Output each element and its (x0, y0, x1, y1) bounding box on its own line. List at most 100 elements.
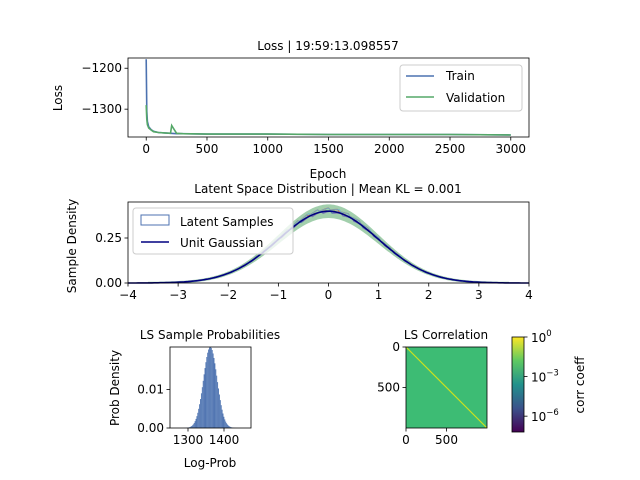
log-prob-bar (206, 356, 208, 428)
colorbar-label: corr coeff (573, 356, 587, 414)
log-prob-bar (198, 408, 200, 428)
log-prob-bar (207, 352, 209, 428)
log-prob-bar (195, 418, 197, 428)
log-prob-bar (209, 347, 210, 428)
corr-xtick-500-label: 500 (435, 433, 458, 447)
log-prob-bar (199, 404, 201, 428)
colorbar-tick-label: 10−3 (531, 369, 559, 385)
ls-sample-probabilities-chart: LS Sample Probabilities 1300 1400 0.00 0.01… (108, 328, 280, 470)
legend-latent-samples-swatch (140, 214, 170, 226)
log-prob-bar (204, 368, 206, 428)
correlation-diagonal (405, 346, 488, 429)
corr-xtick-0-label: 0 (402, 433, 410, 447)
log-prob-bar (200, 399, 201, 428)
log-prob-bar (228, 426, 230, 428)
latent-xtick-4-label: 4 (525, 288, 533, 302)
latent-legend: Latent Samples Unit Gaussian (132, 207, 294, 255)
log-prob-bar (212, 353, 214, 428)
log-prob-bar (222, 413, 224, 428)
loss-ticks: 0 500 1000 1500 2000 2500 3000 −1200 −1300 (81, 61, 526, 156)
loss-xtick-0-label: 0 (142, 142, 150, 156)
log-prob-bar (226, 423, 228, 428)
loss-ytick-1200-label: −1200 (81, 61, 122, 75)
latent-distribution-chart: Latent Space Distribution | Mean KL = 0.… (65, 182, 533, 302)
log-prob-bar (203, 374, 205, 428)
loss-xtick-2000-label: 2000 (374, 142, 405, 156)
log-prob-bar (194, 421, 196, 428)
loss-xtick-2500-label: 2500 (435, 142, 466, 156)
log-prob-bar (197, 412, 199, 428)
log-prob-histogram (182, 347, 238, 428)
latent-xtick--1-label: −1 (270, 288, 288, 302)
latent-ytick-0-label: 0.00 (95, 276, 122, 290)
log-prob-bar (191, 425, 193, 428)
loss-xtick-1000-label: 1000 (252, 142, 283, 156)
corr-ytick-500-label: 500 (377, 381, 400, 395)
log-prob-bar (190, 426, 192, 428)
latent-xtick--3-label: −3 (169, 288, 187, 302)
log-prob-bar (229, 426, 231, 428)
colorbar-tick-label: 10−6 (531, 408, 559, 424)
loss-title: Loss | 19:59:13.098557 (257, 39, 399, 53)
log-prob-bar (218, 388, 219, 428)
probabilities-ticks: 1300 1400 0.00 0.01 (137, 382, 239, 447)
log-prob-bar (219, 400, 221, 428)
probabilities-xlabel: Log-Prob (184, 456, 236, 470)
loss-xtick-3000-label: 3000 (495, 142, 526, 156)
log-prob-bar (225, 421, 227, 428)
legend-latent-samples-label: Latent Samples (180, 215, 274, 229)
latent-title: Latent Space Distribution | Mean KL = 0.… (194, 182, 461, 196)
prob-xtick-1400-label: 1400 (209, 433, 240, 447)
log-prob-bar (221, 409, 223, 428)
log-prob-bar (211, 350, 213, 428)
log-prob-bar (214, 363, 216, 428)
loss-chart: Loss | 19:59:13.098557 0 500 1000 1500 2000 2… (51, 39, 530, 181)
log-prob-bar (210, 347, 212, 428)
log-prob-bar (218, 394, 220, 428)
prob-ytick-0-label: 0.00 (137, 421, 164, 435)
log-prob-bar (201, 387, 203, 428)
legend-validation-label: Validation (446, 91, 505, 105)
unit-gaussian-curve (128, 210, 529, 284)
latent-xtick--2-label: −2 (219, 288, 237, 302)
probabilities-title: LS Sample Probabilities (140, 328, 280, 342)
latent-ticks: −4 −3 −2 −1 0 1 2 3 4 0.00 0.25 (95, 231, 533, 302)
loss-series-validation (145, 105, 511, 136)
loss-xlabel: Epoch (310, 167, 347, 181)
log-prob-bar (208, 349, 210, 428)
loss-series-group (145, 59, 511, 136)
latent-xtick-2-label: 2 (425, 288, 433, 302)
correlation-title: LS Correlation (404, 328, 488, 342)
log-prob-bar (205, 362, 207, 428)
log-prob-bar (217, 382, 219, 428)
latent-xtick-1-label: 1 (375, 288, 383, 302)
log-prob-bar (193, 422, 195, 428)
log-prob-bar (223, 416, 225, 428)
log-prob-bar (196, 416, 198, 428)
prob-xtick-1300-label: 1300 (173, 433, 204, 447)
colorbar-gradient (511, 336, 525, 433)
log-prob-bar (216, 375, 218, 428)
log-prob-bar (220, 405, 222, 428)
latent-xtick--4-label: −4 (119, 288, 137, 302)
loss-ytick-1300-label: −1300 (81, 102, 122, 116)
log-prob-bar (192, 424, 194, 428)
log-prob-bar (209, 347, 211, 428)
probabilities-ylabel: Prob Density (108, 350, 122, 426)
latent-xtick-3-label: 3 (475, 288, 483, 302)
ls-correlation-chart: LS Correlation 0 500 0 500 100 10−3 10−6 corr… (377, 328, 587, 447)
colorbar-ticks: 100 10−3 10−6 (524, 329, 559, 424)
corr-ytick-0-label: 0 (392, 340, 400, 354)
loss-ylabel: Loss (51, 85, 65, 111)
colorbar-tick-label: 100 (531, 329, 552, 345)
probabilities-axes-frame (169, 346, 252, 429)
latent-xtick-0-label: 0 (325, 288, 333, 302)
loss-xtick-500-label: 500 (196, 142, 219, 156)
log-prob-bar (202, 380, 204, 428)
log-prob-bar (227, 424, 228, 428)
latent-legend-frame (132, 207, 294, 255)
legend-unit-gaussian-label: Unit Gaussian (180, 236, 263, 250)
log-prob-bar (224, 419, 226, 428)
correlation-colorbar: 100 10−3 10−6 corr coeff (511, 329, 587, 433)
